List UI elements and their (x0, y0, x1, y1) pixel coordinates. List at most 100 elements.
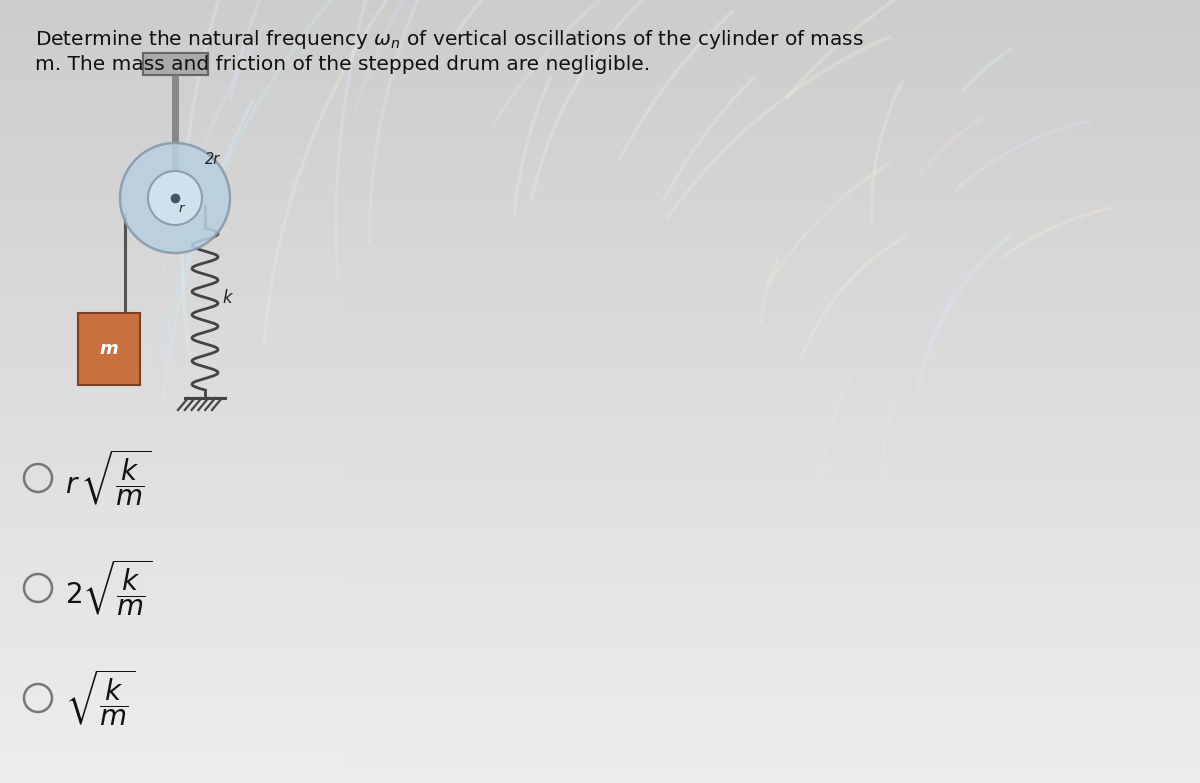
Bar (0, 666, 1200, 669)
Bar (0, 384, 1200, 388)
Bar (0, 164, 1200, 168)
Bar (0, 63, 1200, 67)
Bar (0, 775, 1200, 779)
Bar (0, 352, 1200, 356)
Bar (0, 90, 1200, 94)
Bar (0, 360, 1200, 364)
Bar (0, 403, 1200, 407)
Text: k: k (222, 289, 232, 307)
Bar (0, 337, 1200, 341)
Bar (0, 548, 1200, 552)
Bar (0, 325, 1200, 329)
Bar (0, 760, 1200, 763)
Bar (0, 431, 1200, 435)
Bar (0, 779, 1200, 783)
Bar (0, 168, 1200, 172)
Bar (0, 685, 1200, 689)
Bar (0, 689, 1200, 693)
Bar (0, 364, 1200, 368)
Bar (0, 254, 1200, 258)
Bar (0, 243, 1200, 247)
Bar (0, 376, 1200, 380)
Bar (0, 646, 1200, 650)
Bar (0, 149, 1200, 153)
Bar (0, 329, 1200, 333)
Bar (0, 419, 1200, 423)
Bar (0, 435, 1200, 438)
Bar (0, 517, 1200, 521)
Bar (0, 207, 1200, 211)
Circle shape (120, 143, 230, 253)
Bar (0, 20, 1200, 23)
Bar (0, 78, 1200, 82)
Bar (0, 650, 1200, 654)
Bar (0, 658, 1200, 662)
Bar (0, 231, 1200, 235)
Bar (0, 392, 1200, 395)
Bar (0, 744, 1200, 748)
Bar (0, 654, 1200, 658)
Bar (0, 129, 1200, 133)
Bar (0, 70, 1200, 74)
Bar (0, 298, 1200, 301)
Bar (0, 638, 1200, 642)
Text: 2r: 2r (205, 152, 221, 167)
Bar (0, 489, 1200, 493)
Bar (0, 341, 1200, 345)
Bar (0, 309, 1200, 313)
Bar (0, 258, 1200, 262)
Bar (0, 509, 1200, 513)
Bar (0, 204, 1200, 207)
Bar (0, 317, 1200, 321)
Text: m. The mass and friction of the stepped drum are negligible.: m. The mass and friction of the stepped … (35, 55, 650, 74)
Bar (0, 59, 1200, 63)
Bar (0, 442, 1200, 446)
Text: $r\,\sqrt{\dfrac{k}{m}}$: $r\,\sqrt{\dfrac{k}{m}}$ (65, 448, 151, 508)
Bar (0, 380, 1200, 384)
Bar (0, 294, 1200, 298)
Bar (0, 133, 1200, 137)
Bar (0, 724, 1200, 728)
Bar (0, 98, 1200, 102)
Bar (0, 720, 1200, 724)
Bar (0, 630, 1200, 634)
Bar (0, 82, 1200, 86)
Bar (0, 176, 1200, 180)
Bar (0, 513, 1200, 517)
Bar (0, 705, 1200, 709)
Bar (0, 415, 1200, 419)
Bar (0, 55, 1200, 59)
Bar (0, 615, 1200, 619)
Bar (0, 752, 1200, 756)
Bar (0, 388, 1200, 392)
Bar (0, 282, 1200, 286)
Bar (0, 161, 1200, 164)
Bar (0, 345, 1200, 348)
Bar (0, 157, 1200, 161)
Text: Determine the natural frequency $\mathit{\omega}_n$ of vertical oscillations of : Determine the natural frequency $\mathit… (35, 28, 864, 51)
Bar (0, 599, 1200, 603)
Bar (0, 642, 1200, 646)
Bar (0, 153, 1200, 157)
Bar (143, 53, 208, 75)
Bar (0, 462, 1200, 466)
Bar (0, 673, 1200, 677)
Bar (0, 23, 1200, 27)
Bar (0, 368, 1200, 372)
Bar (0, 454, 1200, 458)
Bar (0, 423, 1200, 427)
Bar (0, 572, 1200, 576)
Text: $\sqrt{\dfrac{k}{m}}$: $\sqrt{\dfrac{k}{m}}$ (65, 668, 136, 728)
Bar (0, 579, 1200, 583)
Bar (0, 86, 1200, 90)
Bar (0, 192, 1200, 196)
Bar (0, 211, 1200, 215)
Bar (0, 771, 1200, 775)
Bar (0, 693, 1200, 697)
Bar (0, 43, 1200, 47)
Bar (0, 595, 1200, 599)
Bar (0, 0, 1200, 4)
Bar (0, 521, 1200, 525)
Bar (0, 301, 1200, 305)
Bar (0, 313, 1200, 317)
